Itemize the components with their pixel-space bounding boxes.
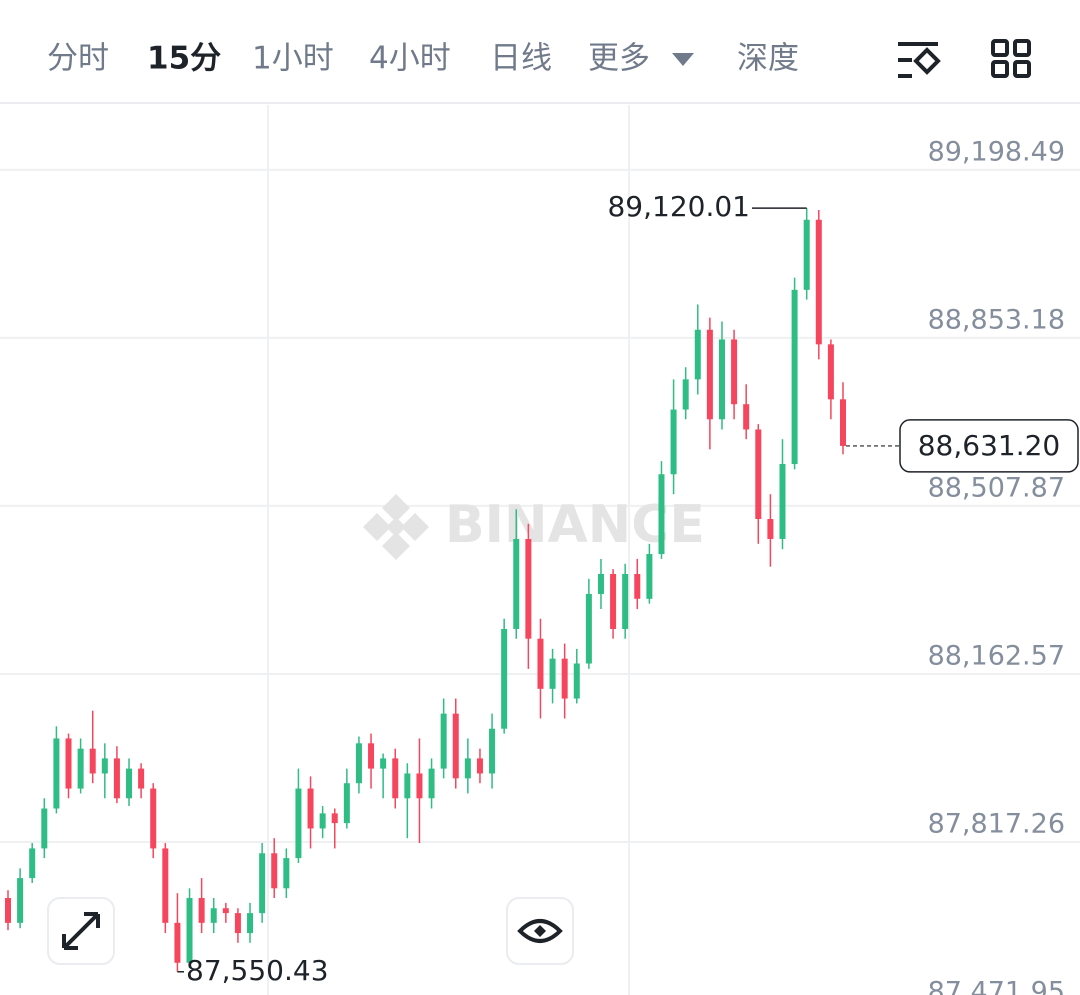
candle-body	[767, 519, 774, 539]
watermark-text: BINANCE	[445, 495, 705, 555]
watermark-logo	[363, 494, 429, 560]
candle-body	[549, 658, 556, 689]
candle-body	[658, 474, 665, 555]
low-label: 87,550.43	[186, 954, 329, 987]
candle-body	[162, 848, 169, 923]
plot: 89,120.01 87,550.43 88,631.20	[5, 190, 1079, 987]
candle-body	[803, 219, 810, 290]
candle-body	[41, 808, 48, 849]
candle-body	[622, 573, 629, 629]
tab[interactable]: 日线	[490, 41, 552, 77]
candle-body	[404, 773, 411, 799]
high-label: 89,120.01	[607, 190, 750, 223]
candle-body	[476, 758, 483, 774]
candle-body	[718, 339, 725, 420]
candle-body	[271, 853, 278, 889]
tab-active[interactable]: 15分	[147, 41, 221, 77]
candle-body	[561, 658, 568, 699]
candle-body	[295, 788, 302, 859]
visibility-button[interactable]	[506, 897, 574, 965]
last-price-box	[899, 419, 1079, 473]
candle-body	[77, 748, 84, 789]
candle-body	[331, 813, 338, 824]
y-tick-label: 88,162.57	[928, 640, 1065, 671]
candle-body	[234, 913, 241, 934]
candle-body	[174, 922, 181, 963]
candle-body	[368, 743, 375, 769]
candle-body	[113, 758, 120, 799]
candle-body	[210, 908, 217, 923]
candle-body	[343, 783, 350, 824]
candle-body	[670, 409, 677, 475]
candle-body	[501, 628, 508, 729]
candle-body	[585, 593, 592, 664]
candle-body	[525, 538, 532, 639]
candle-body	[694, 329, 701, 380]
indicator-icon[interactable]	[898, 42, 941, 78]
y-tick-label: 88,507.87	[928, 472, 1065, 503]
candle-body	[259, 853, 266, 914]
candle-body	[222, 908, 229, 914]
candle-body	[65, 738, 72, 789]
tab[interactable]: 深度	[737, 41, 799, 77]
candle-body	[440, 713, 447, 769]
candle-body	[307, 788, 314, 829]
y-tick-label: 88,853.18	[928, 304, 1065, 335]
candle-body	[597, 573, 604, 594]
candle-body	[126, 768, 133, 799]
candle-body	[791, 289, 798, 465]
dropdown-arrow	[672, 53, 694, 66]
tab[interactable]: 更多	[588, 41, 650, 77]
candle-body	[827, 344, 834, 400]
candle-body	[283, 858, 290, 889]
candle-body	[840, 399, 846, 446]
candle-body	[198, 898, 205, 923]
candle-body	[186, 898, 193, 963]
candle-body	[731, 339, 738, 405]
candle-body	[452, 713, 459, 779]
candle-body	[537, 638, 544, 689]
candle-body	[743, 404, 750, 430]
tab[interactable]: 4小时	[369, 41, 451, 77]
candle-body	[464, 758, 471, 779]
y-tick-label: 87,471.95	[928, 976, 1065, 995]
candle-body	[101, 758, 108, 774]
tab[interactable]: 分时	[47, 41, 109, 77]
candle-body	[29, 848, 36, 879]
tab[interactable]: 1小时	[252, 41, 334, 77]
candle-body	[319, 813, 326, 829]
candle-body	[610, 573, 617, 629]
candle-body	[815, 219, 822, 345]
expand-button[interactable]	[47, 897, 115, 965]
candle-body	[380, 758, 387, 769]
toolbar: 分时 15分 1小时 4小时 日线 更多 深度	[0, 39, 1080, 104]
y-tick-label: 89,198.49	[928, 136, 1065, 167]
candle-body	[17, 878, 24, 923]
candle-body	[247, 913, 254, 934]
candle-body	[682, 379, 689, 410]
grid: 89,198.49 88,853.18 88,507.87 88,162.57 87,8…	[0, 105, 1080, 995]
candle-body	[89, 748, 96, 774]
candle-body	[755, 429, 762, 520]
candle-body	[53, 738, 60, 809]
candle-body	[634, 573, 641, 599]
candle-body	[646, 554, 653, 599]
candle-body	[355, 743, 362, 784]
last-price-label: 88,631.20	[918, 429, 1061, 462]
candle-body	[416, 773, 423, 799]
y-tick-label: 87,817.26	[928, 808, 1065, 839]
candle-body	[779, 464, 786, 539]
candle-body	[428, 768, 435, 799]
candle-body	[573, 663, 580, 699]
candle-body	[150, 788, 157, 849]
candle-body	[392, 758, 399, 799]
candle-body	[489, 728, 496, 774]
candle-body	[138, 768, 145, 789]
candle-body	[5, 898, 11, 923]
watermark: BINANCE	[363, 494, 705, 560]
layout-icon[interactable]	[991, 39, 1031, 78]
candle-body	[513, 538, 520, 629]
candle-body	[706, 329, 713, 420]
